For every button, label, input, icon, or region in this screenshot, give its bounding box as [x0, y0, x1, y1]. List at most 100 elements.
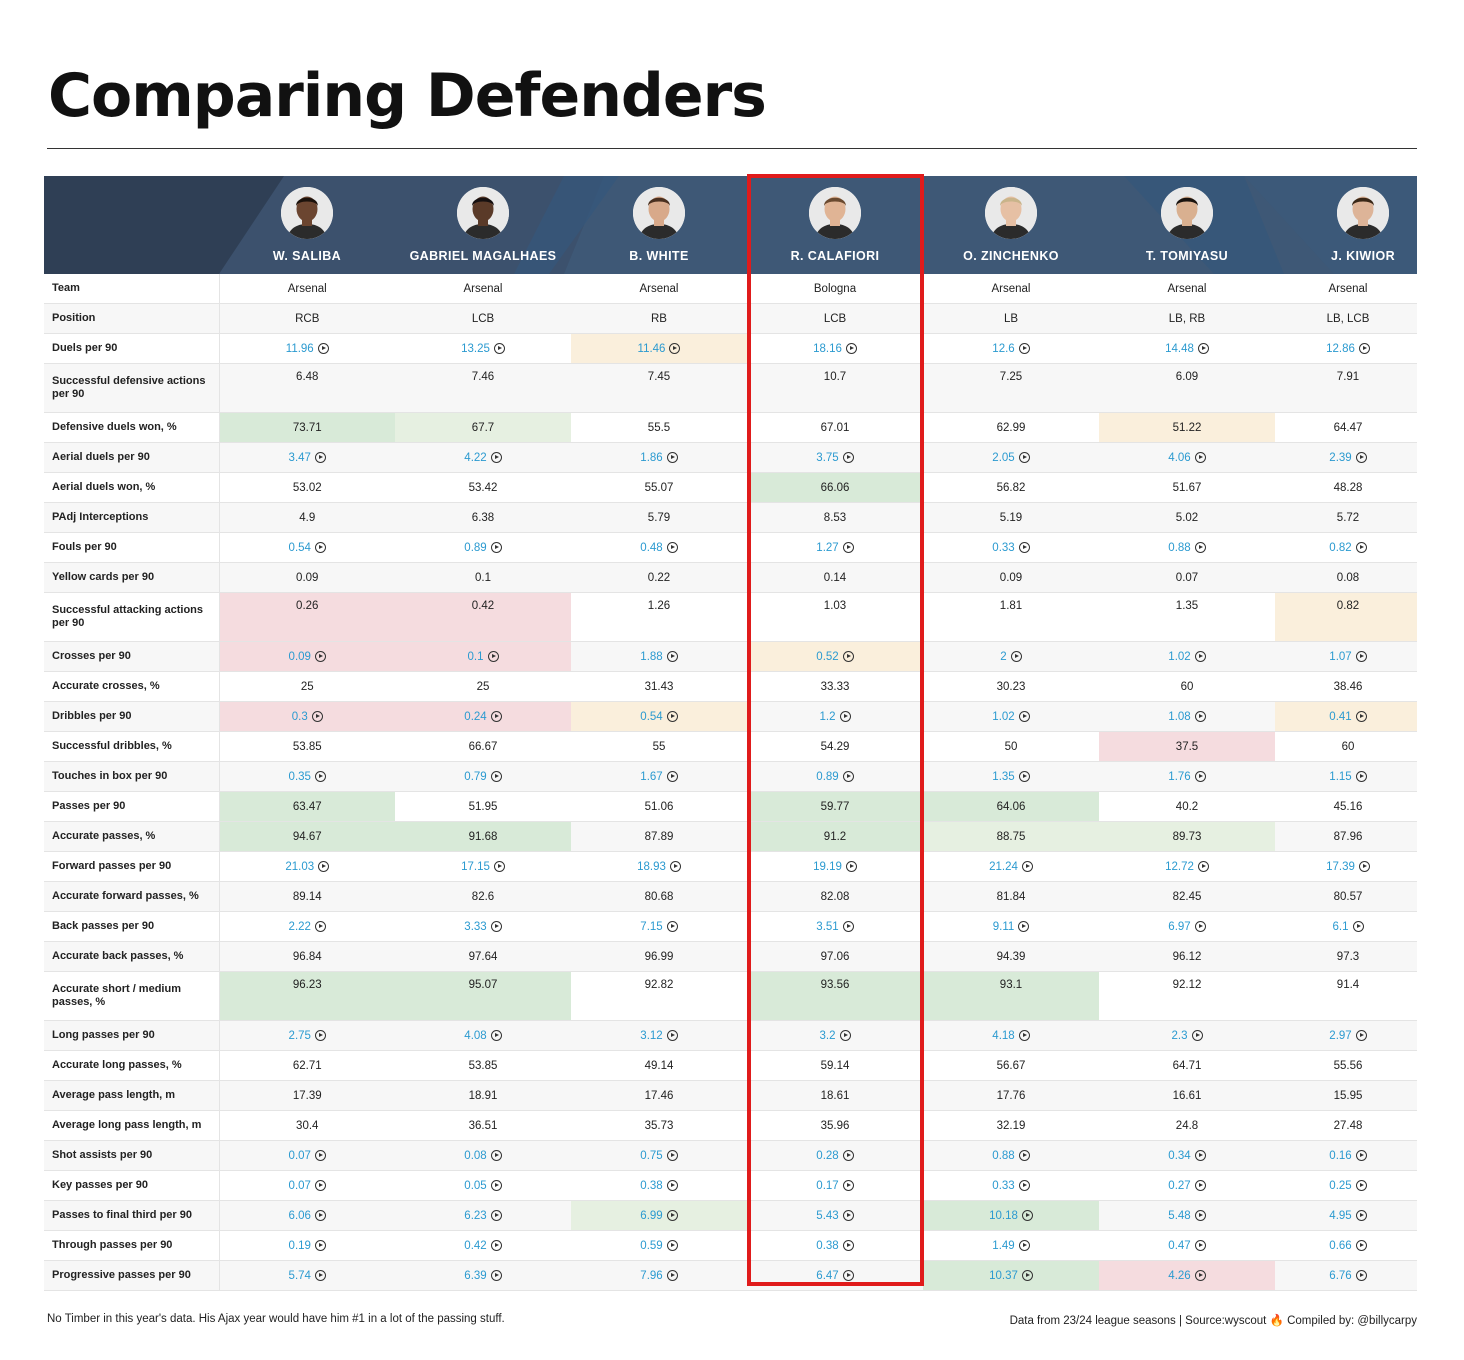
play-video-icon[interactable]: [1021, 1209, 1033, 1221]
stat-value-link[interactable]: 2.75: [288, 1029, 311, 1042]
stat-cell[interactable]: 0.08: [395, 1140, 571, 1171]
stat-cell[interactable]: 2.05: [923, 442, 1099, 473]
play-video-icon[interactable]: [314, 920, 326, 932]
stat-cell[interactable]: 0.89: [395, 532, 571, 563]
stat-cell[interactable]: 4.22: [395, 442, 571, 473]
stat-value-link[interactable]: 0.09: [288, 650, 311, 663]
play-video-icon[interactable]: [1194, 710, 1206, 722]
stat-value-link[interactable]: 2.97: [1329, 1029, 1352, 1042]
stat-cell[interactable]: 12.72: [1099, 851, 1275, 882]
stat-cell[interactable]: 10.37: [923, 1260, 1099, 1291]
play-video-icon[interactable]: [1358, 860, 1370, 872]
stat-value-link[interactable]: 0.82: [1329, 541, 1352, 554]
stat-cell[interactable]: 0.1: [395, 641, 571, 672]
play-video-icon[interactable]: [842, 451, 854, 463]
stat-cell[interactable]: 14.48: [1099, 333, 1275, 364]
stat-value-link[interactable]: 5.43: [816, 1209, 839, 1222]
stat-value-link[interactable]: 1.88: [640, 650, 663, 663]
play-video-icon[interactable]: [1194, 1269, 1206, 1281]
stat-cell[interactable]: 3.75: [747, 442, 923, 473]
stat-value-link[interactable]: 6.99: [640, 1209, 663, 1222]
stat-value-link[interactable]: 21.24: [989, 860, 1018, 873]
play-video-icon[interactable]: [1355, 1239, 1367, 1251]
stat-value-link[interactable]: 9.11: [992, 920, 1015, 933]
stat-cell[interactable]: 0.38: [747, 1230, 923, 1261]
stat-value-link[interactable]: 0.07: [288, 1149, 311, 1162]
stat-cell[interactable]: 3.2: [747, 1020, 923, 1051]
stat-cell[interactable]: 0.48: [571, 532, 747, 563]
stat-cell[interactable]: 1.88: [571, 641, 747, 672]
stat-cell[interactable]: 0.79: [395, 761, 571, 792]
stat-value-link[interactable]: 0.33: [992, 541, 1015, 554]
stat-value-link[interactable]: 0.1: [467, 650, 484, 663]
stat-cell[interactable]: 5.48: [1099, 1200, 1275, 1231]
stat-cell[interactable]: 0.88: [923, 1140, 1099, 1171]
play-video-icon[interactable]: [842, 920, 854, 932]
stat-cell[interactable]: 4.26: [1099, 1260, 1275, 1291]
play-video-icon[interactable]: [666, 1179, 678, 1191]
stat-cell[interactable]: 0.66: [1275, 1230, 1417, 1261]
play-video-icon[interactable]: [666, 1209, 678, 1221]
stat-cell[interactable]: 1.2: [747, 701, 923, 732]
stat-cell[interactable]: 2.22: [219, 911, 395, 942]
play-video-icon[interactable]: [666, 1149, 678, 1161]
play-video-icon[interactable]: [1355, 541, 1367, 553]
stat-cell[interactable]: 1.08: [1099, 701, 1275, 732]
stat-value-link[interactable]: 5.74: [288, 1269, 311, 1282]
stat-value-link[interactable]: 6.47: [816, 1269, 839, 1282]
stat-value-link[interactable]: 0.05: [464, 1179, 487, 1192]
stat-cell[interactable]: 19.19: [747, 851, 923, 882]
play-video-icon[interactable]: [842, 650, 854, 662]
stat-cell[interactable]: 0.33: [923, 1170, 1099, 1201]
stat-cell[interactable]: 3.33: [395, 911, 571, 942]
stat-cell[interactable]: 21.03: [219, 851, 395, 882]
play-video-icon[interactable]: [314, 1239, 326, 1251]
stat-value-link[interactable]: 1.08: [1168, 710, 1191, 723]
stat-cell[interactable]: 0.33: [923, 532, 1099, 563]
stat-value-link[interactable]: 2.05: [992, 451, 1015, 464]
play-video-icon[interactable]: [1194, 920, 1206, 932]
play-video-icon[interactable]: [669, 860, 681, 872]
play-video-icon[interactable]: [490, 1179, 502, 1191]
stat-value-link[interactable]: 1.49: [992, 1239, 1015, 1252]
stat-value-link[interactable]: 7.96: [640, 1269, 663, 1282]
play-video-icon[interactable]: [666, 1269, 678, 1281]
play-video-icon[interactable]: [1018, 541, 1030, 553]
stat-cell[interactable]: 0.47: [1099, 1230, 1275, 1261]
stat-cell[interactable]: 0.17: [747, 1170, 923, 1201]
stat-cell[interactable]: 0.89: [747, 761, 923, 792]
stat-value-link[interactable]: 0.38: [816, 1239, 839, 1252]
play-video-icon[interactable]: [1194, 650, 1206, 662]
play-video-icon[interactable]: [1358, 342, 1370, 354]
stat-value-link[interactable]: 6.23: [464, 1209, 487, 1222]
stat-value-link[interactable]: 0.24: [464, 710, 487, 723]
stat-value-link[interactable]: 1.76: [1168, 770, 1191, 783]
stat-value-link[interactable]: 0.54: [288, 541, 311, 554]
play-video-icon[interactable]: [1355, 770, 1367, 782]
stat-cell[interactable]: 2.3: [1099, 1020, 1275, 1051]
play-video-icon[interactable]: [490, 541, 502, 553]
stat-value-link[interactable]: 4.18: [992, 1029, 1015, 1042]
stat-value-link[interactable]: 12.6: [992, 342, 1015, 355]
play-video-icon[interactable]: [311, 710, 323, 722]
stat-value-link[interactable]: 13.25: [461, 342, 490, 355]
play-video-icon[interactable]: [1352, 920, 1364, 932]
stat-value-link[interactable]: 1.02: [1168, 650, 1191, 663]
stat-value-link[interactable]: 17.39: [1326, 860, 1355, 873]
stat-cell[interactable]: 5.43: [747, 1200, 923, 1231]
stat-value-link[interactable]: 2.22: [288, 920, 311, 933]
stat-cell[interactable]: 0.54: [219, 532, 395, 563]
stat-cell[interactable]: 4.06: [1099, 442, 1275, 473]
stat-value-link[interactable]: 12.86: [1326, 342, 1355, 355]
stat-value-link[interactable]: 7.15: [640, 920, 663, 933]
stat-value-link[interactable]: 6.39: [464, 1269, 487, 1282]
play-video-icon[interactable]: [314, 1269, 326, 1281]
play-video-icon[interactable]: [1021, 1269, 1033, 1281]
play-video-icon[interactable]: [490, 451, 502, 463]
play-video-icon[interactable]: [1018, 710, 1030, 722]
play-video-icon[interactable]: [666, 1239, 678, 1251]
stat-value-link[interactable]: 3.33: [464, 920, 487, 933]
stat-value-link[interactable]: 2: [1000, 650, 1007, 663]
stat-cell[interactable]: 1.02: [923, 701, 1099, 732]
stat-cell[interactable]: 1.02: [1099, 641, 1275, 672]
